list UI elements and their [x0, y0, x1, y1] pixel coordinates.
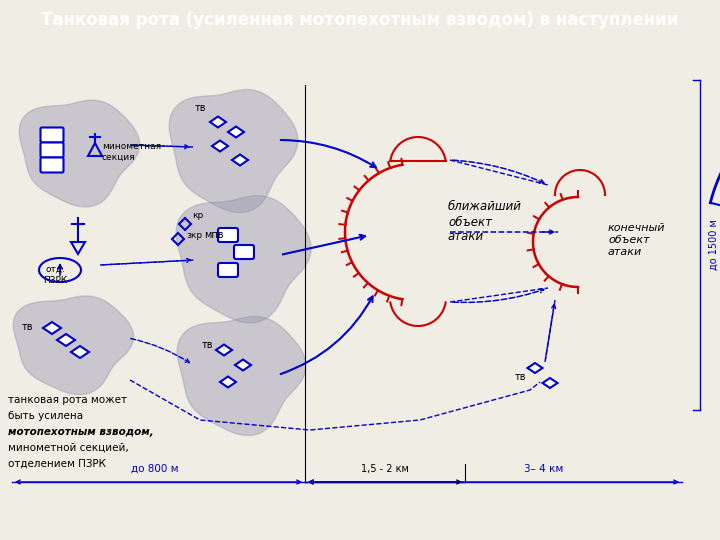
- Text: минометной секцией,: минометной секцией,: [8, 443, 129, 453]
- Text: тв: тв: [22, 322, 34, 332]
- Polygon shape: [13, 296, 134, 395]
- Polygon shape: [176, 195, 311, 323]
- FancyBboxPatch shape: [234, 245, 254, 259]
- Polygon shape: [232, 154, 248, 165]
- Text: тв: тв: [202, 340, 214, 350]
- Text: до 800 м: до 800 м: [131, 464, 179, 474]
- FancyBboxPatch shape: [40, 143, 63, 158]
- Text: до 1500 м: до 1500 м: [709, 220, 719, 271]
- FancyBboxPatch shape: [40, 158, 63, 172]
- Text: Танковая рота (усиленная мотопехотным взводом) в наступлении: Танковая рота (усиленная мотопехотным вз…: [41, 11, 679, 29]
- Polygon shape: [71, 346, 89, 358]
- Text: 3– 4 км: 3– 4 км: [524, 464, 563, 474]
- Text: тв: тв: [515, 372, 526, 382]
- FancyBboxPatch shape: [218, 228, 238, 242]
- Polygon shape: [216, 345, 232, 355]
- Polygon shape: [542, 378, 557, 388]
- Text: быть усилена: быть усилена: [8, 411, 83, 421]
- Polygon shape: [212, 140, 228, 152]
- Text: отделением ПЗРК: отделением ПЗРК: [8, 459, 106, 469]
- FancyBboxPatch shape: [218, 263, 238, 277]
- Polygon shape: [210, 117, 226, 127]
- Text: отд.
ПЗРК: отд. ПЗРК: [43, 265, 67, 285]
- FancyBboxPatch shape: [40, 127, 63, 143]
- Polygon shape: [43, 322, 61, 334]
- Text: ближайший
объект
атаки: ближайший объект атаки: [448, 200, 522, 244]
- Polygon shape: [57, 334, 75, 346]
- Polygon shape: [228, 126, 244, 138]
- Polygon shape: [177, 316, 306, 436]
- Polygon shape: [235, 360, 251, 370]
- Text: минометная
секция: минометная секция: [102, 143, 161, 161]
- Text: зкр: зкр: [186, 232, 202, 240]
- Polygon shape: [19, 100, 140, 207]
- Text: мотопехотным взводом,: мотопехотным взводом,: [8, 427, 154, 437]
- Text: 1,5 - 2 км: 1,5 - 2 км: [361, 464, 409, 474]
- Text: конечный
объект
атаки: конечный объект атаки: [608, 224, 665, 256]
- Text: мпв: мпв: [204, 230, 223, 240]
- Polygon shape: [528, 363, 542, 373]
- Polygon shape: [220, 376, 236, 388]
- Text: кр: кр: [192, 211, 203, 219]
- Text: танковая рота может: танковая рота может: [8, 395, 127, 405]
- Polygon shape: [169, 90, 298, 213]
- Text: тв: тв: [195, 103, 207, 113]
